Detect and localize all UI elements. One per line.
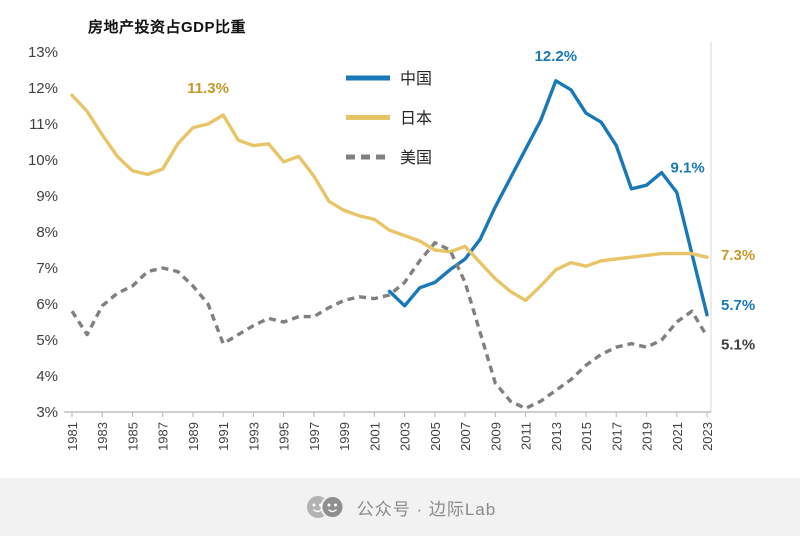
x-tick-label: 1991 bbox=[216, 422, 231, 451]
y-tick-label: 11% bbox=[29, 116, 58, 133]
y-tick-label: 12% bbox=[28, 80, 58, 97]
y-tick-label: 10% bbox=[28, 152, 58, 169]
footer-watermark: 公众号 · 边际Lab bbox=[0, 478, 800, 536]
y-tick-label: 7% bbox=[36, 260, 58, 277]
series-line-china bbox=[387, 79, 709, 317]
x-tick-label: 2011 bbox=[519, 422, 534, 450]
annotation-label: 12.2% bbox=[535, 48, 578, 65]
y-tick-label: 5% bbox=[36, 332, 58, 349]
y-tick-label: 3% bbox=[36, 404, 58, 421]
y-tick-label: 9% bbox=[36, 188, 58, 205]
series-line-japan bbox=[70, 93, 709, 303]
x-tick-label: 1989 bbox=[186, 422, 201, 451]
y-tick-label: 13% bbox=[28, 44, 58, 61]
x-tick-label: 1993 bbox=[246, 422, 261, 451]
x-tick-label: 2015 bbox=[579, 422, 594, 451]
annotation-label: 7.3% bbox=[721, 247, 755, 264]
x-tick-label: 1997 bbox=[307, 422, 322, 451]
footer-brand-text: 公众号 · 边际Lab bbox=[356, 499, 497, 519]
y-tick-label: 4% bbox=[36, 368, 58, 385]
x-tick-label: 2005 bbox=[428, 422, 443, 451]
x-tick-label: 1999 bbox=[337, 422, 352, 451]
legend-label-japan: 日本 bbox=[400, 110, 432, 128]
x-tick-label: 1983 bbox=[95, 422, 110, 451]
x-tick-label: 1985 bbox=[125, 422, 140, 451]
legend-label-us: 美国 bbox=[400, 149, 432, 167]
x-tick-label: 2013 bbox=[549, 422, 564, 451]
x-tick-label: 2009 bbox=[488, 422, 503, 451]
line-chart: 13% 12% 11% 10% 9% 8% 7% 6% 5% 4% 3% 1981 1983 1985 19… bbox=[28, 42, 755, 451]
annotation-label: 5.7% bbox=[721, 297, 755, 314]
annotation-label: 5.1% bbox=[721, 336, 755, 353]
annotation-label: 11.3% bbox=[187, 80, 229, 97]
x-tick-label: 2021 bbox=[670, 422, 685, 451]
legend-label-china: 中国 bbox=[400, 70, 432, 88]
x-tick-label: 2019 bbox=[640, 422, 655, 451]
brand-faces-icon bbox=[306, 495, 345, 519]
x-tick-label: 2001 bbox=[367, 422, 382, 451]
y-tick-label: 6% bbox=[36, 296, 58, 313]
x-tick-label: 1995 bbox=[277, 422, 292, 451]
series-line-us bbox=[70, 241, 709, 411]
x-tick-label: 2017 bbox=[609, 422, 624, 451]
x-tick-label: 1981 bbox=[65, 422, 80, 451]
x-tick-label: 1987 bbox=[156, 422, 171, 451]
annotation-label: 9.1% bbox=[671, 159, 705, 176]
y-tick-label: 8% bbox=[36, 224, 58, 241]
x-tick-label: 2007 bbox=[458, 422, 473, 451]
x-tick-label: 2023 bbox=[700, 422, 715, 451]
x-tick-label: 2003 bbox=[398, 422, 413, 451]
chart-title: 房地产投资占GDP比重 bbox=[88, 19, 247, 36]
